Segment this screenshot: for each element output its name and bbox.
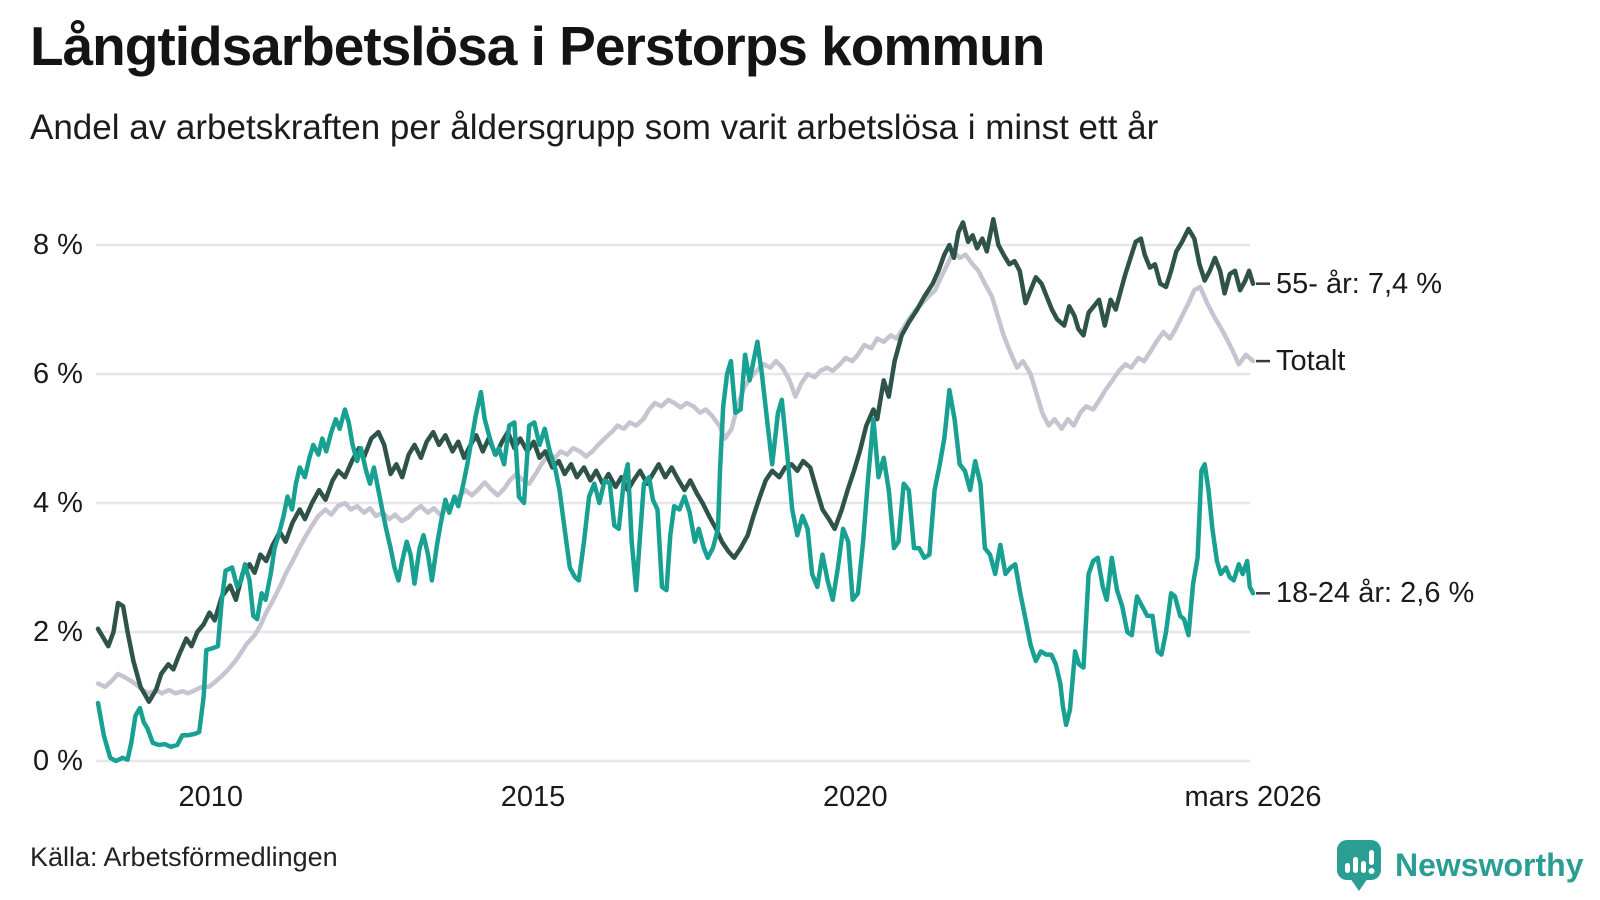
- y-tick-label-2: 2 %: [33, 616, 83, 648]
- y-tick-label-8: 8 %: [33, 229, 83, 261]
- newsworthy-logo: Newsworthy: [1335, 838, 1583, 892]
- page-title: Långtidsarbetslösa i Perstorps kommun: [30, 15, 1045, 77]
- newsworthy-bubble-barchart-icon: [1337, 840, 1381, 891]
- source-note: Källa: Arbetsförmedlingen: [30, 842, 338, 872]
- series-label-55-r: 55- år: 7,4 %: [1276, 267, 1443, 300]
- y-tick-label-0: 0 %: [33, 745, 83, 777]
- series-label-18-24-r: 18-24 år: 2,6 %: [1276, 577, 1475, 610]
- series-line-18-24-r: [95, 339, 1256, 764]
- x-tick-label-2010: 2010: [178, 781, 244, 813]
- series-label-totalt: Totalt: [1276, 345, 1346, 378]
- page-subtitle: Andel av arbetskraften per åldersgrupp s…: [30, 108, 1159, 147]
- x-tick-label-2015: 2015: [500, 781, 566, 813]
- x-tick-label-2020: 2020: [823, 781, 888, 813]
- series-line-totalt: [95, 249, 1256, 696]
- newsworthy-wordmark: Newsworthy: [1395, 846, 1584, 883]
- y-tick-label-4: 4 %: [33, 487, 83, 519]
- x-tick-label-mars-2026: mars 2026: [1184, 781, 1322, 813]
- y-tick-label-6: 6 %: [33, 358, 83, 390]
- series-line-55-r: [95, 216, 1256, 704]
